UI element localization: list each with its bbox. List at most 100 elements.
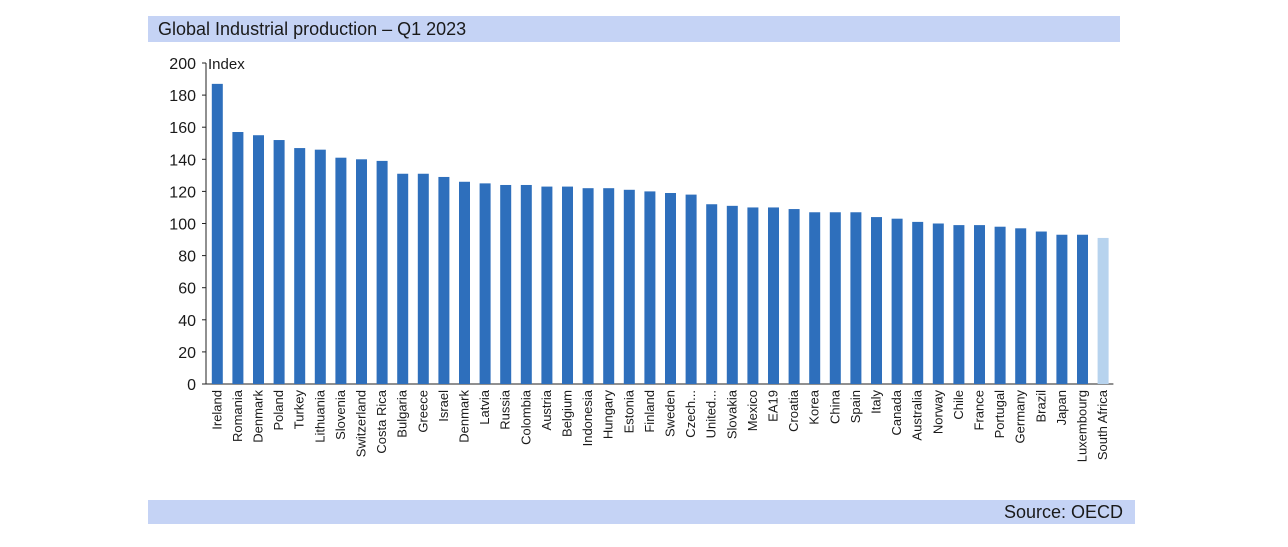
- bar: [232, 132, 244, 384]
- x-category-label: Germany: [1013, 390, 1028, 444]
- x-category-label: Czech...: [683, 390, 698, 438]
- x-category-label: Norway: [930, 390, 945, 435]
- y-tick-label: 40: [178, 313, 196, 330]
- x-category-label: Denmark: [251, 390, 266, 443]
- y-tick-label: 120: [169, 184, 196, 201]
- x-category-label: Italy: [869, 390, 884, 414]
- bar: [520, 184, 532, 384]
- x-category-label: Austria: [539, 389, 554, 430]
- bar: [211, 83, 223, 385]
- x-category-label: Greece: [415, 390, 430, 433]
- x-category-label: Poland: [271, 390, 286, 430]
- bar: [644, 191, 656, 384]
- bar: [788, 209, 800, 384]
- bar: [541, 186, 553, 384]
- x-category-label: EA19: [766, 390, 781, 422]
- x-category-label: Brazil: [1033, 390, 1048, 423]
- y-tick-label: 20: [178, 345, 196, 362]
- x-category-label: Japan: [1054, 390, 1069, 425]
- bar: [438, 176, 450, 384]
- y-tick-label: 160: [169, 120, 196, 137]
- x-category-label: Romania: [230, 389, 245, 442]
- x-category-label: Lithuania: [312, 389, 327, 443]
- bar: [459, 181, 470, 384]
- x-category-label: Chile: [951, 390, 966, 420]
- x-category-label: Canada: [889, 389, 904, 435]
- bar: [953, 225, 965, 384]
- x-category-label: Slovakia: [724, 389, 739, 439]
- bar: [1097, 237, 1109, 384]
- bar: [417, 173, 429, 384]
- chart-title: Global Industrial production – Q1 2023: [158, 19, 467, 39]
- bar: [665, 193, 676, 384]
- y-tick-label: 60: [178, 281, 196, 298]
- x-category-label: Croatia: [786, 389, 801, 432]
- bar: [747, 207, 759, 384]
- bar: [994, 226, 1006, 384]
- bar: [500, 184, 512, 384]
- bar: [932, 223, 944, 384]
- x-category-label: Hungary: [601, 390, 616, 440]
- x-category-label: Korea: [807, 389, 822, 424]
- bar: [294, 148, 306, 384]
- bar: [314, 149, 326, 384]
- y-tick-label: 180: [169, 88, 196, 105]
- bar: [912, 221, 924, 384]
- x-category-label: Israel: [436, 390, 451, 422]
- x-category-label: Turkey: [292, 390, 307, 430]
- bar: [356, 159, 367, 384]
- x-category-label: Estonia: [621, 389, 636, 433]
- bar: [1077, 234, 1088, 384]
- bar: [582, 188, 594, 384]
- x-category-label: Sweden: [663, 390, 678, 437]
- y-tick-label: 100: [169, 217, 196, 234]
- bar: [623, 189, 635, 384]
- x-category-label: Russia: [498, 389, 513, 430]
- bar: [479, 183, 491, 384]
- x-category-label: United...: [704, 390, 719, 438]
- x-category-label: Colombia: [518, 389, 533, 445]
- y-tick-label: 80: [178, 249, 196, 266]
- bar: [706, 204, 718, 384]
- y-tick-label: 200: [169, 56, 196, 73]
- bar: [603, 188, 615, 384]
- x-category-label: China: [827, 389, 842, 424]
- source-note: Source: OECD: [1003, 502, 1123, 522]
- bar: [768, 207, 779, 384]
- bar: [335, 157, 347, 384]
- x-category-label: Belgium: [560, 390, 575, 437]
- chart-bars: [211, 83, 1109, 385]
- y-tick-label: 140: [169, 152, 196, 169]
- bar: [974, 225, 985, 384]
- category-labels: Ireland Romania Denmark Poland Turkey Lithuan…: [209, 389, 1110, 462]
- x-category-label: Indonesia: [580, 389, 595, 446]
- bar: [397, 173, 409, 384]
- x-category-label: Luxembourg: [1075, 390, 1090, 462]
- bar: [253, 135, 264, 384]
- bar: [273, 140, 285, 384]
- x-category-label: Switzerland: [354, 390, 369, 457]
- bar: [871, 217, 882, 384]
- x-category-label: Bulgaria: [395, 389, 410, 437]
- bar: [829, 212, 841, 384]
- source-band: Source: OECD: [148, 500, 1135, 524]
- y-tick-label: 0: [187, 377, 196, 394]
- chart-axes: 0 20 40 60 80 100 120 140 160 180 200 Index: [169, 56, 1114, 394]
- x-category-label: Latvia: [477, 389, 492, 424]
- x-category-label: Ireland: [209, 390, 224, 430]
- x-category-label: Slovenia: [333, 389, 348, 440]
- bar: [809, 212, 821, 384]
- y-axis-unit-label: Index: [208, 56, 245, 73]
- x-category-label: France: [972, 390, 987, 430]
- bar: [891, 218, 903, 384]
- chart-title-band: Global Industrial production – Q1 2023: [148, 16, 1120, 42]
- bar: [1035, 231, 1047, 384]
- x-category-label: Denmark: [457, 390, 472, 443]
- bar: [850, 212, 862, 384]
- bar: [685, 194, 697, 384]
- x-category-label: Australia: [910, 389, 925, 440]
- bar: [1015, 228, 1027, 384]
- x-category-label: South Africa: [1095, 389, 1110, 460]
- bar: [1056, 234, 1068, 384]
